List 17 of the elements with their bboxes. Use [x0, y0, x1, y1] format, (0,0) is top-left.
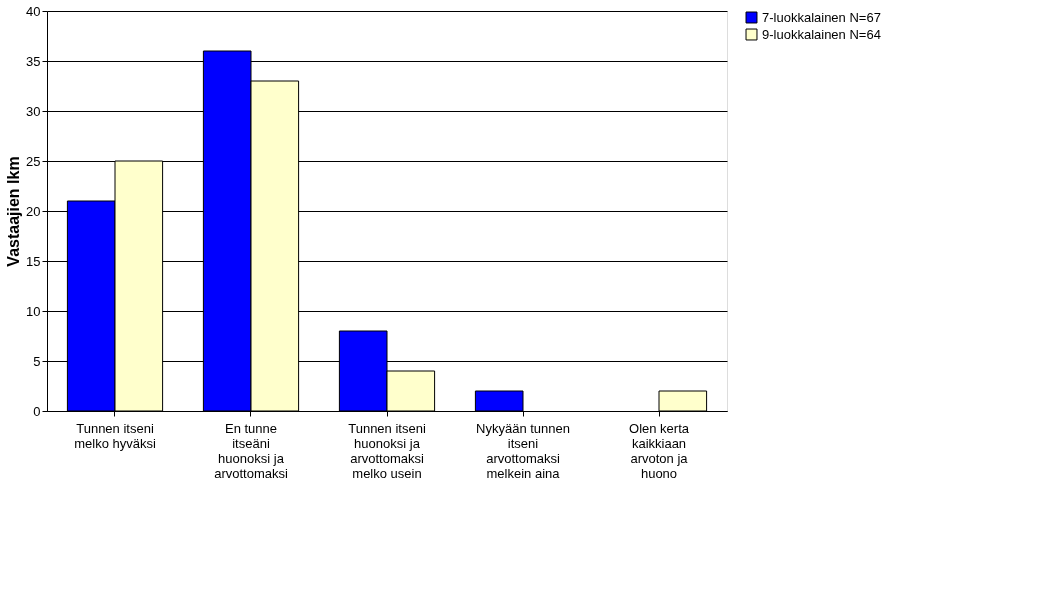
y-tick-label: 20	[26, 203, 41, 219]
x-tick-label: Olen kerta kaikkiaan arvoton ja huono	[629, 420, 690, 481]
legend-label: 7-luokkalainen N=67	[762, 9, 881, 25]
x-tick-label: Tunnen itseni melko hyväksi	[74, 420, 156, 451]
y-tick-label: 40	[26, 3, 41, 19]
y-tick-label: 25	[26, 153, 41, 169]
legend-label: 9-luokkalainen N=64	[762, 26, 881, 42]
x-tick-label: Tunnen itseni huonoksi ja arvottomaksi melko usein	[348, 420, 426, 481]
y-tick-label: 30	[26, 103, 41, 119]
x-tick-label: En tunne itseäni huonoksi ja arvottomaksi	[214, 420, 288, 481]
y-tick-label: 15	[26, 253, 41, 269]
y-axis-title: Vastaajien lkm	[5, 156, 23, 267]
y-tick-label: 0	[33, 403, 41, 419]
y-tick-label: 10	[26, 303, 41, 319]
y-tick-label: 5	[33, 353, 41, 369]
y-tick-label: 35	[26, 53, 41, 69]
x-tick-label: Nykyään tunnen itseni arvottomaksi melkein aina	[476, 420, 570, 481]
